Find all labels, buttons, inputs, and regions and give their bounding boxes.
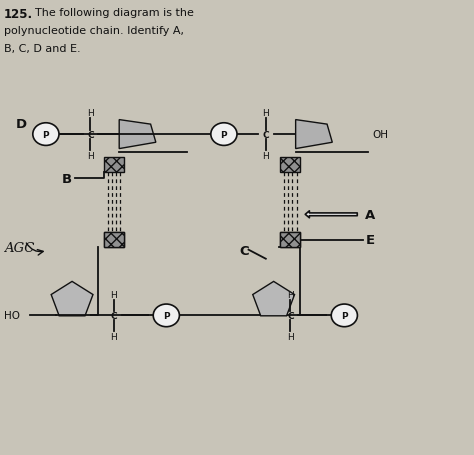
Bar [281,233,301,248]
Text: B, C, D and E.: B, C, D and E. [4,44,81,54]
Text: D: D [16,118,27,131]
Circle shape [211,123,237,146]
Text: The following diagram is the: The following diagram is the [36,8,194,18]
Text: A: A [365,208,375,221]
Text: H: H [110,333,118,341]
Text: C: C [110,311,117,320]
Text: C: C [240,244,249,258]
Text: 125.: 125. [4,8,33,21]
Text: H: H [287,290,294,299]
Text: HO: HO [4,311,20,321]
Polygon shape [119,120,156,149]
Bar [281,233,301,248]
Text: H: H [287,333,294,341]
Text: OH: OH [372,130,388,140]
Bar [104,233,124,248]
Text: C: C [87,130,94,139]
Text: E: E [365,234,374,247]
Text: H: H [263,152,269,161]
Text: polynucleotide chain. Identify A,: polynucleotide chain. Identify A, [4,26,184,36]
Text: H: H [263,109,269,118]
Circle shape [331,304,357,327]
Text: C: C [287,311,294,320]
Text: P: P [163,311,170,320]
Polygon shape [253,282,294,316]
Polygon shape [51,282,93,316]
Bar [104,233,124,248]
Text: B: B [62,172,72,185]
Text: H: H [110,290,118,299]
Text: H: H [87,109,94,118]
Text: P: P [43,130,49,139]
Circle shape [153,304,179,327]
Text: AGC: AGC [4,241,35,254]
Bar [104,158,124,172]
Text: C: C [263,130,269,139]
Bar [281,158,301,172]
Text: H: H [87,152,94,161]
Polygon shape [296,120,332,149]
Circle shape [33,123,59,146]
Text: P: P [341,311,347,320]
Text: P: P [220,130,227,139]
